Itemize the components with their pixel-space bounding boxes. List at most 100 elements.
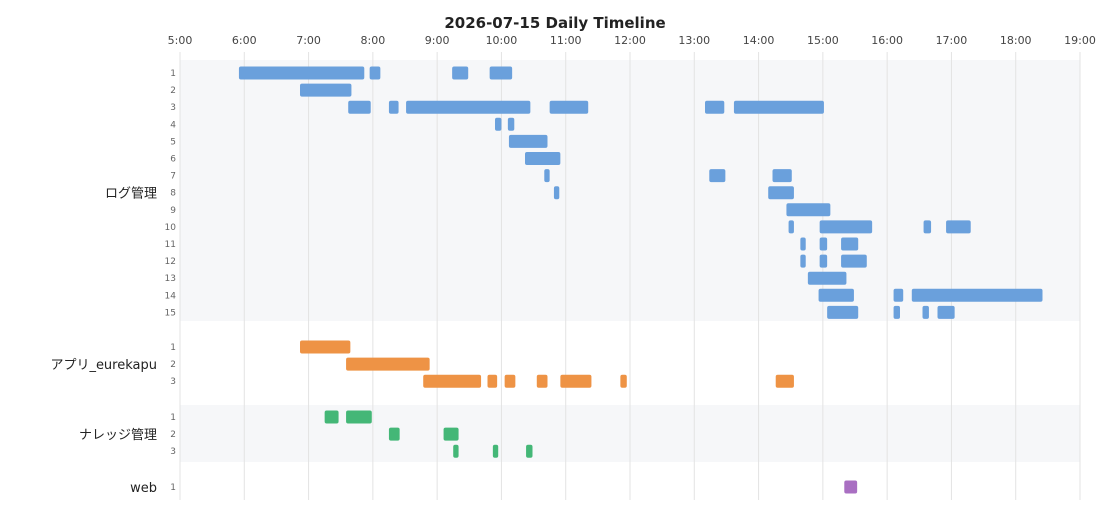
chart-title: 2026-07-15 Daily Timeline — [444, 14, 666, 32]
x-tick-label: 10:00 — [486, 34, 518, 47]
row-label: 2 — [170, 430, 176, 440]
activity-bar — [786, 203, 831, 217]
row-label: 4 — [170, 120, 176, 130]
activity-bar — [504, 374, 516, 388]
activity-bar — [819, 237, 828, 251]
activity-bar — [937, 305, 955, 319]
row-label: 9 — [170, 206, 176, 216]
activity-bar — [620, 374, 627, 388]
activity-bar — [922, 305, 929, 319]
activity-bar — [819, 220, 873, 234]
activity-bar — [544, 169, 550, 183]
x-tick-label: 9:00 — [425, 34, 450, 47]
activity-bar — [772, 169, 792, 183]
x-tick-label: 17:00 — [936, 34, 968, 47]
group-label: ログ管理 — [105, 187, 157, 202]
activity-bar — [452, 66, 469, 80]
activity-bar — [507, 117, 515, 131]
activity-bar — [841, 254, 867, 268]
activity-bar — [841, 237, 859, 251]
group-label: アプリ_eurekapu — [50, 358, 157, 373]
row-label: 3 — [170, 377, 176, 387]
x-tick-label: 6:00 — [232, 34, 257, 47]
activity-bar — [800, 237, 806, 251]
x-tick-label: 8:00 — [361, 34, 386, 47]
row-label: 1 — [170, 69, 176, 79]
row-label: 10 — [165, 223, 177, 233]
activity-bar — [893, 288, 904, 302]
activity-bar — [844, 480, 858, 494]
x-tick-label: 11:00 — [550, 34, 582, 47]
row-label: 13 — [165, 274, 176, 284]
activity-bar — [443, 427, 459, 441]
row-label: 7 — [170, 172, 176, 182]
x-tick-label: 16:00 — [871, 34, 903, 47]
row-label: 2 — [170, 360, 176, 370]
activity-bar — [560, 374, 592, 388]
row-label: 6 — [170, 155, 176, 165]
activity-bar — [733, 100, 824, 114]
activity-bar — [525, 152, 561, 165]
x-tick-label: 15:00 — [807, 34, 839, 47]
activity-bar — [238, 66, 365, 80]
activity-bar — [775, 374, 794, 388]
activity-bar — [807, 271, 847, 285]
row-label: 1 — [170, 413, 176, 423]
activity-bar — [423, 374, 482, 388]
row-label: 3 — [170, 103, 176, 113]
activity-bar — [911, 288, 1043, 302]
row-label: 8 — [170, 189, 176, 199]
activity-bar — [549, 100, 589, 114]
activity-bar — [923, 220, 932, 234]
activity-bar — [346, 410, 372, 424]
row-label: 1 — [170, 343, 176, 353]
activity-bar — [346, 357, 430, 371]
x-tick-label: 12:00 — [614, 34, 646, 47]
activity-bar — [893, 305, 900, 319]
row-label: 12 — [165, 257, 176, 267]
row-label: 15 — [165, 308, 176, 318]
row-label: 3 — [170, 447, 176, 457]
activity-bar — [406, 100, 531, 114]
activity-bar — [489, 66, 513, 80]
activity-bar — [388, 427, 400, 441]
x-tick-label: 7:00 — [296, 34, 321, 47]
group-label: web — [130, 481, 157, 496]
activity-bar — [553, 186, 560, 200]
activity-bar — [508, 134, 548, 148]
x-tick-label: 19:00 — [1064, 34, 1096, 47]
activity-bar — [788, 220, 794, 234]
activity-bar — [369, 66, 381, 80]
activity-bar — [827, 305, 859, 319]
activity-bar — [536, 374, 548, 388]
x-tick-label: 18:00 — [1000, 34, 1032, 47]
activity-bar — [300, 83, 352, 97]
activity-bar — [487, 374, 498, 388]
x-tick-label: 14:00 — [743, 34, 775, 47]
activity-bar — [768, 186, 794, 200]
row-label: 2 — [170, 86, 176, 96]
activity-bar — [300, 340, 351, 354]
activity-bar — [324, 410, 339, 424]
activity-bar — [453, 444, 459, 458]
activity-bar — [495, 117, 502, 131]
activity-bar — [705, 100, 725, 114]
row-label: 11 — [165, 240, 176, 250]
row-label: 5 — [170, 137, 176, 147]
row-label: 14 — [165, 291, 177, 301]
activity-bar — [946, 220, 971, 234]
activity-bar — [819, 254, 828, 268]
activity-bar — [709, 169, 726, 183]
activity-bar — [348, 100, 371, 114]
activity-bar — [800, 254, 806, 268]
x-tick-label: 13:00 — [678, 34, 710, 47]
row-label: 1 — [170, 483, 176, 493]
group-label: ナレッジ管理 — [79, 428, 157, 443]
activity-bar — [818, 288, 854, 302]
activity-bar — [388, 100, 399, 114]
x-tick-label: 5:00 — [168, 34, 193, 47]
activity-bar — [526, 444, 533, 458]
activity-bar — [492, 444, 499, 458]
